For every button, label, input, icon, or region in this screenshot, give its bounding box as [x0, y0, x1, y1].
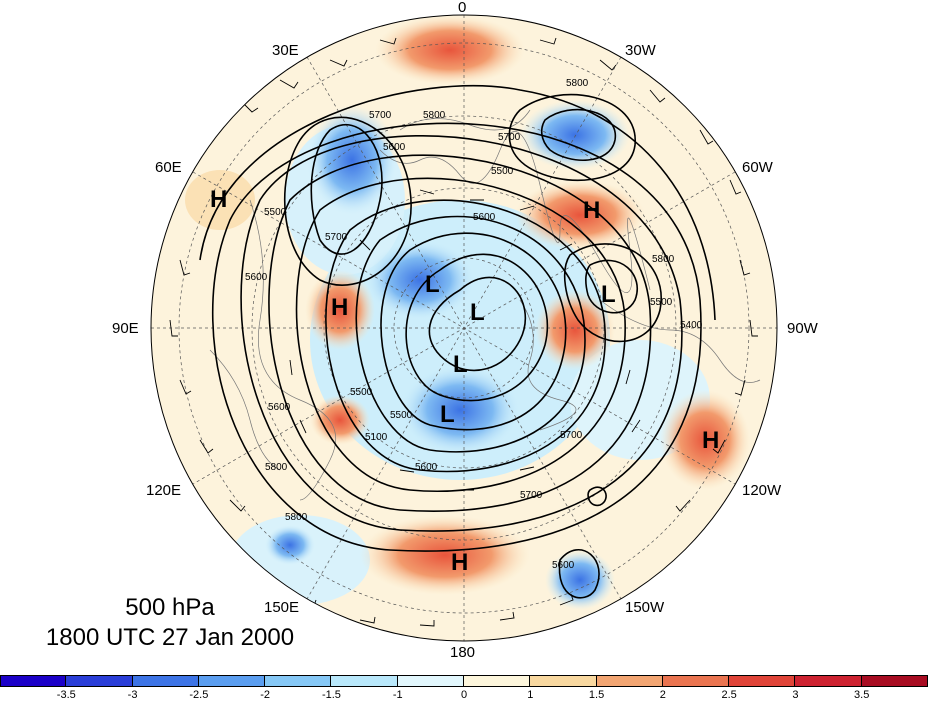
contour-label: 5100: [365, 432, 388, 443]
colorbar-tick-label: -3: [127, 689, 138, 701]
anomaly-blue-6: [265, 525, 315, 565]
contour-label: 5700: [560, 430, 583, 441]
lon-label-0: 0: [458, 0, 467, 16]
anomaly-blue-4: [400, 365, 520, 455]
contour-labels: 5800 5700 5800 5700 5600 5500 5500 5600 …: [245, 78, 703, 571]
colorbar-segment: [596, 675, 663, 687]
map-boundary: [150, 14, 778, 642]
colorbar-segment: [795, 675, 862, 687]
anomaly-blue-1: [307, 105, 397, 215]
level-label: 500 hPa: [125, 594, 215, 621]
contour-label: 5500: [491, 166, 514, 177]
high-center: H: [702, 427, 719, 454]
colorbar-tick-label: -1.5: [321, 689, 341, 701]
anomaly-red-1: [375, 15, 525, 85]
lon-label-120e: 120E: [146, 482, 182, 499]
contour-label: 5500: [390, 410, 413, 421]
colorbar-segment: [662, 675, 730, 687]
contour-label: 5500: [264, 207, 287, 218]
colorbar-segment: [198, 675, 266, 687]
anomaly-red-7: [310, 395, 370, 445]
anomaly-red-4: [305, 270, 375, 350]
high-center: H: [583, 197, 600, 224]
colorbar-tick-label: 2.5: [721, 689, 737, 701]
colorbar-segment: [132, 675, 199, 687]
low-center: L: [601, 281, 616, 308]
colorbar-tick-label: -1: [392, 689, 403, 701]
colorbar-segment: [861, 675, 928, 687]
low-center: L: [470, 299, 485, 326]
colorbar-tick-label: 2: [659, 689, 666, 701]
contour-label: 5800: [566, 78, 589, 89]
wind-barbs: [169, 37, 758, 627]
colorbar: [0, 675, 928, 687]
colorbar-tick-label: -2.5: [189, 689, 209, 701]
pressure-centers: H H H H H L L L L L: [210, 186, 719, 576]
colorbar-segment: [331, 675, 398, 687]
lon-label-150e: 150E: [264, 599, 300, 616]
high-center: H: [451, 549, 468, 576]
lon-label-60e: 60E: [155, 159, 182, 176]
contour-label: 5800: [423, 110, 446, 121]
contour-label: 5500: [650, 297, 673, 308]
contour-label: 5800: [285, 512, 308, 523]
height-contours: [199, 84, 716, 599]
low-center: L: [440, 401, 455, 428]
anomaly-red-5: [360, 515, 530, 595]
contour-label: 5500: [350, 387, 373, 398]
contour-label: 5600: [552, 560, 575, 571]
contour-label: 5600: [473, 212, 496, 223]
colorbar-tick-label: -3.5: [56, 689, 76, 701]
lon-label-150w: 150W: [625, 599, 665, 616]
colorbar-tick-label: 1.5: [588, 689, 605, 701]
contour-label: 5800: [652, 254, 675, 265]
lon-label-30e: 30E: [272, 42, 299, 59]
colorbar-segment: [530, 675, 597, 687]
colorbar-tick-label: 1: [527, 689, 534, 701]
colorbar-tick-label: -2: [260, 689, 271, 701]
colorbar-tick-label: 3: [792, 689, 799, 701]
lon-label-60w: 60W: [742, 159, 773, 176]
low-center: L: [425, 271, 440, 298]
anomaly-blue-5: [545, 550, 615, 610]
colorbar-segment: [66, 675, 133, 687]
contour-label: 5700: [520, 490, 543, 501]
high-center: H: [210, 186, 227, 213]
lon-label-90e: 90E: [112, 320, 139, 337]
high-center: H: [331, 294, 348, 321]
contour-label: 5700: [498, 132, 521, 143]
colorbar-tick-label: 0: [460, 689, 468, 701]
time-label: 1800 UTC 27 Jan 2000: [45, 624, 295, 651]
coastlines: [209, 109, 761, 501]
map-disc: 5800 5700 5800 5700 5600 5500 5500 5600 …: [151, 15, 777, 641]
contour-label: 5600: [415, 462, 438, 473]
colorbar-tick-label: 3.5: [854, 689, 870, 701]
lon-label-90w: 90W: [787, 320, 818, 337]
lon-label-180: 180: [450, 644, 476, 661]
anomaly-red-6: [660, 390, 750, 490]
colorbar-segment: [397, 675, 464, 687]
contour-label: 5600: [268, 402, 291, 413]
colorbar-segment: [463, 675, 531, 687]
colorbar-segment: [729, 675, 796, 687]
colorbar-segment: [265, 675, 332, 687]
colorbar-segment: [0, 675, 67, 687]
anomaly-red-8: [185, 170, 255, 230]
contour-label: 5700: [325, 232, 348, 243]
anomaly-red-2: [515, 180, 645, 250]
contour-label: 5400: [680, 320, 703, 331]
contour-label: 5600: [245, 272, 268, 283]
contour-label: 5700: [369, 110, 392, 121]
anomaly-red-3: [535, 290, 615, 370]
low-center: L: [453, 351, 468, 378]
lon-label-30w: 30W: [625, 42, 656, 59]
contour-label: 5600: [383, 142, 406, 153]
contour-label: 5800: [265, 462, 288, 473]
lon-label-120w: 120W: [742, 482, 782, 499]
